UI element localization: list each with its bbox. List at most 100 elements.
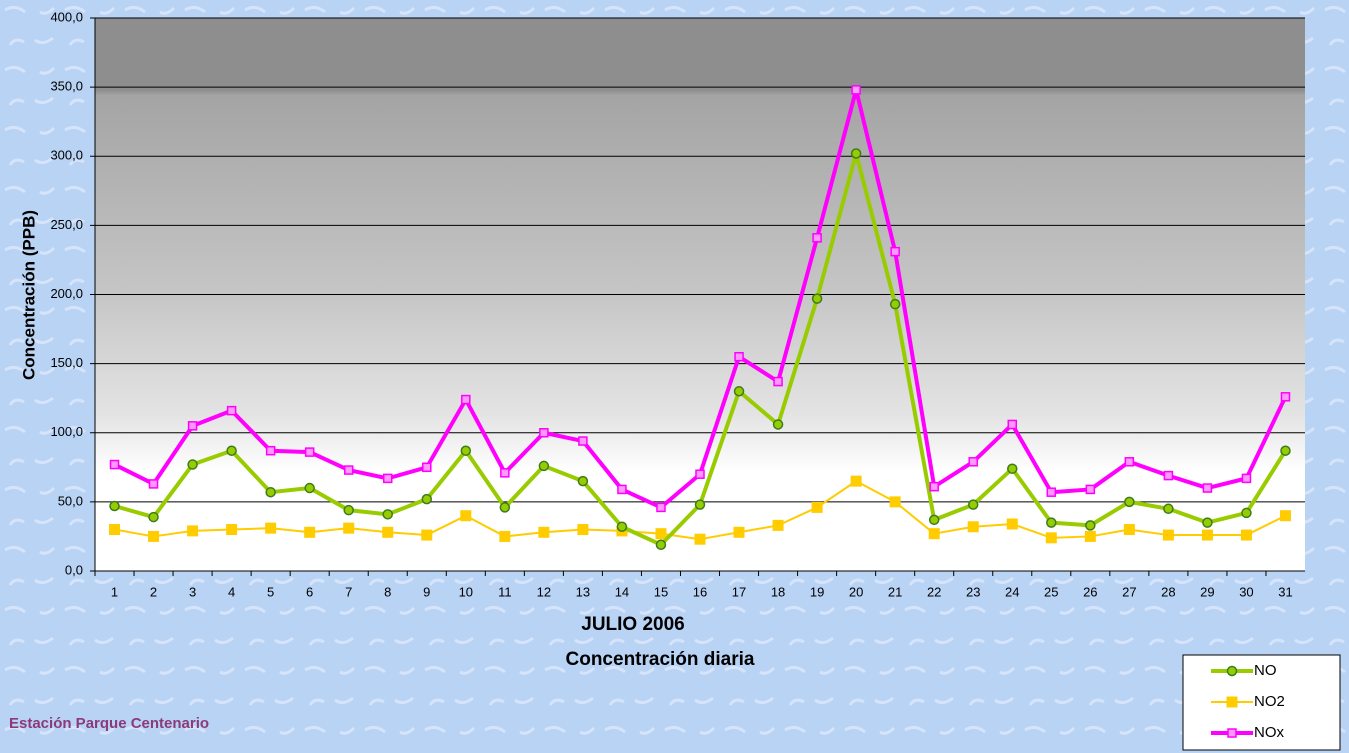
- y-tick-label: 100,0: [50, 424, 83, 439]
- marker: [384, 474, 392, 482]
- marker: [617, 522, 626, 531]
- x-tick-label: 27: [1122, 584, 1136, 599]
- marker: [1163, 530, 1174, 541]
- marker: [501, 469, 509, 477]
- marker: [969, 500, 978, 509]
- marker: [305, 484, 314, 493]
- marker: [1086, 521, 1095, 530]
- x-tick-label: 13: [576, 584, 590, 599]
- marker: [110, 502, 119, 511]
- y-tick-label: 150,0: [50, 355, 83, 370]
- x-tick-label: 8: [384, 584, 391, 599]
- marker: [188, 460, 197, 469]
- y-tick-label: 300,0: [50, 148, 83, 163]
- marker: [345, 466, 353, 474]
- marker: [890, 496, 901, 507]
- marker: [696, 500, 705, 509]
- marker: [1203, 484, 1211, 492]
- marker: [267, 447, 275, 455]
- y-tick-label: 50,0: [58, 493, 83, 508]
- marker: [891, 248, 899, 256]
- legend-marker: [1228, 729, 1236, 737]
- x-tick-label: 15: [654, 584, 668, 599]
- marker: [1008, 464, 1017, 473]
- marker: [149, 513, 158, 522]
- marker: [734, 527, 745, 538]
- marker: [695, 534, 706, 545]
- marker: [421, 530, 432, 541]
- marker: [460, 510, 471, 521]
- x-tick-label: 11: [498, 584, 512, 599]
- x-tick-label: 14: [615, 584, 629, 599]
- marker: [657, 503, 665, 511]
- marker: [109, 524, 120, 535]
- marker: [578, 477, 587, 486]
- marker: [1164, 472, 1172, 480]
- x-tick-label: 4: [228, 584, 235, 599]
- marker: [423, 463, 431, 471]
- x-tick-label: 5: [267, 584, 274, 599]
- x-tick-label: 20: [849, 584, 863, 599]
- marker: [539, 461, 548, 470]
- legend-label: NOx: [1254, 724, 1285, 741]
- x-tick-label: 17: [732, 584, 746, 599]
- marker: [1241, 530, 1252, 541]
- y-tick-label: 350,0: [50, 79, 83, 94]
- marker: [696, 470, 704, 478]
- marker: [1281, 446, 1290, 455]
- marker: [1164, 504, 1173, 513]
- marker: [111, 461, 119, 469]
- marker: [461, 446, 470, 455]
- y-tick-label: 0,0: [65, 562, 83, 577]
- marker: [656, 540, 665, 549]
- marker: [618, 485, 626, 493]
- y-tick-label: 200,0: [50, 286, 83, 301]
- marker: [304, 527, 315, 538]
- marker: [813, 294, 822, 303]
- marker: [383, 510, 392, 519]
- footer: Estación Parque Centenario: [9, 715, 209, 732]
- legend-marker: [1228, 667, 1237, 676]
- marker: [969, 458, 977, 466]
- marker: [1046, 532, 1057, 543]
- y-axis-label: Concentración (PPB): [19, 210, 38, 380]
- marker: [1125, 458, 1133, 466]
- marker: [929, 528, 940, 539]
- marker: [422, 495, 431, 504]
- x-tick-label: 30: [1239, 584, 1253, 599]
- x-tick-label: 16: [693, 584, 707, 599]
- marker: [813, 234, 821, 242]
- x-tick-label: 29: [1200, 584, 1214, 599]
- marker: [1202, 530, 1213, 541]
- x-tick-label: 22: [927, 584, 941, 599]
- marker: [1242, 508, 1251, 517]
- marker: [227, 446, 236, 455]
- marker: [1280, 510, 1291, 521]
- x-tick-label: 26: [1083, 584, 1097, 599]
- marker: [540, 429, 548, 437]
- marker: [577, 524, 588, 535]
- marker: [735, 387, 744, 396]
- marker: [1047, 488, 1055, 496]
- x-axis-label: Concentración diaria: [566, 649, 755, 670]
- x-tick-label: 28: [1161, 584, 1175, 599]
- marker: [265, 523, 276, 534]
- marker: [891, 300, 900, 309]
- marker: [343, 523, 354, 534]
- x-tick-label: 6: [306, 584, 313, 599]
- marker: [930, 515, 939, 524]
- marker: [228, 407, 236, 415]
- x-tick-label: 9: [423, 584, 430, 599]
- marker: [930, 483, 938, 491]
- x-tick-label: 31: [1278, 584, 1292, 599]
- marker: [266, 488, 275, 497]
- x-tick-label: 24: [1005, 584, 1019, 599]
- marker: [1008, 420, 1016, 428]
- legend-marker: [1227, 697, 1238, 708]
- marker: [538, 527, 549, 538]
- marker: [189, 422, 197, 430]
- marker: [655, 528, 666, 539]
- marker: [499, 531, 510, 542]
- marker: [500, 503, 509, 512]
- marker: [187, 525, 198, 536]
